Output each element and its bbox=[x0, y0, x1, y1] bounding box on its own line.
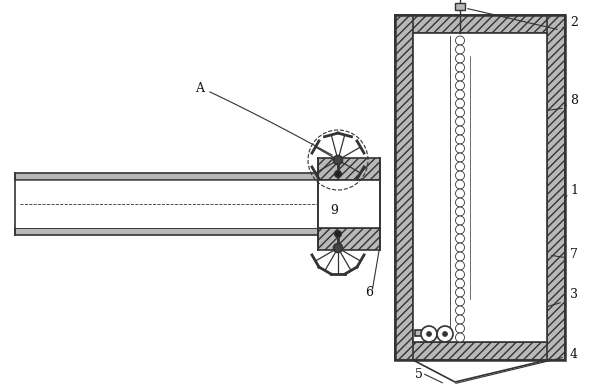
Circle shape bbox=[455, 81, 464, 90]
Bar bbox=[318, 158, 380, 180]
Bar bbox=[15, 173, 318, 180]
Circle shape bbox=[455, 333, 464, 342]
Bar bbox=[415, 330, 433, 336]
Circle shape bbox=[455, 90, 464, 99]
Circle shape bbox=[455, 216, 464, 225]
Circle shape bbox=[334, 244, 343, 253]
Circle shape bbox=[437, 326, 453, 342]
Text: 2: 2 bbox=[570, 16, 578, 28]
Bar bbox=[395, 15, 565, 360]
Text: 4: 4 bbox=[570, 348, 578, 362]
Circle shape bbox=[455, 198, 464, 207]
Bar bbox=[395, 15, 565, 33]
Circle shape bbox=[455, 144, 464, 153]
Circle shape bbox=[455, 171, 464, 180]
Text: 5: 5 bbox=[415, 369, 423, 381]
Text: 6: 6 bbox=[365, 286, 373, 298]
Circle shape bbox=[455, 63, 464, 72]
Bar bbox=[318, 228, 380, 250]
Bar bbox=[15, 180, 318, 228]
Circle shape bbox=[443, 331, 448, 336]
Circle shape bbox=[455, 45, 464, 54]
Circle shape bbox=[427, 331, 431, 336]
Bar bbox=[15, 228, 318, 235]
Text: A: A bbox=[195, 81, 204, 95]
Circle shape bbox=[455, 225, 464, 234]
Circle shape bbox=[455, 54, 464, 63]
Circle shape bbox=[455, 252, 464, 261]
Bar bbox=[318, 180, 380, 228]
Bar bbox=[395, 342, 565, 360]
Circle shape bbox=[455, 99, 464, 108]
Circle shape bbox=[455, 288, 464, 297]
Circle shape bbox=[421, 326, 437, 342]
Text: 9: 9 bbox=[330, 203, 338, 217]
Circle shape bbox=[334, 156, 343, 165]
Circle shape bbox=[455, 324, 464, 333]
Bar bbox=[455, 3, 465, 10]
Circle shape bbox=[455, 153, 464, 162]
Circle shape bbox=[455, 126, 464, 135]
Circle shape bbox=[455, 117, 464, 126]
Circle shape bbox=[455, 180, 464, 189]
Circle shape bbox=[335, 230, 341, 237]
Circle shape bbox=[455, 108, 464, 117]
Circle shape bbox=[455, 207, 464, 216]
Bar bbox=[547, 15, 565, 360]
Circle shape bbox=[455, 261, 464, 270]
Bar bbox=[413, 33, 547, 342]
Circle shape bbox=[455, 162, 464, 171]
Circle shape bbox=[455, 297, 464, 306]
Circle shape bbox=[455, 135, 464, 144]
Circle shape bbox=[455, 315, 464, 324]
Circle shape bbox=[455, 234, 464, 243]
Bar bbox=[395, 15, 413, 360]
Circle shape bbox=[455, 243, 464, 252]
Circle shape bbox=[455, 36, 464, 45]
Circle shape bbox=[455, 189, 464, 198]
Text: 3: 3 bbox=[570, 289, 578, 301]
Circle shape bbox=[455, 72, 464, 81]
Text: 7: 7 bbox=[570, 248, 578, 262]
Circle shape bbox=[455, 270, 464, 279]
Text: 8: 8 bbox=[570, 94, 578, 106]
Circle shape bbox=[455, 279, 464, 288]
Text: 1: 1 bbox=[570, 184, 578, 196]
Circle shape bbox=[455, 306, 464, 315]
Circle shape bbox=[335, 170, 341, 177]
